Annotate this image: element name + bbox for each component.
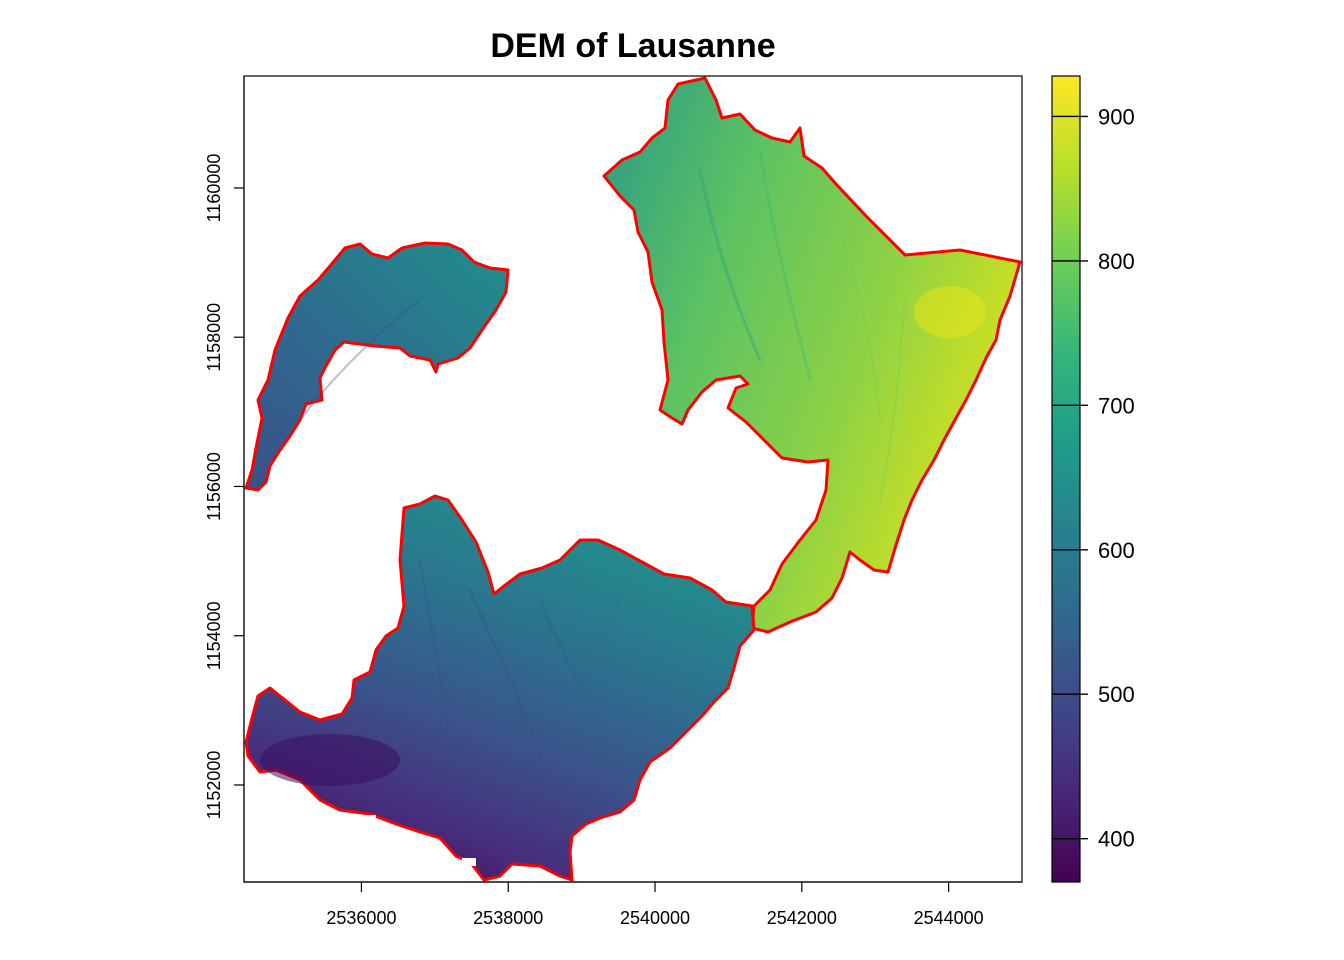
x-tick-label: 2536000 — [326, 908, 396, 928]
legend-tick-label: 700 — [1098, 393, 1135, 418]
terrain-valleys — [299, 148, 906, 762]
terrain-summit — [914, 286, 986, 338]
legend-tick-label: 600 — [1098, 538, 1135, 563]
legend-ticks: 400 500 600 700 800 900 — [1052, 104, 1135, 852]
legend-tick-label: 800 — [1098, 249, 1135, 274]
x-tick-label: 2542000 — [767, 908, 837, 928]
x-tick-label: 2538000 — [473, 908, 543, 928]
legend-tick-label: 900 — [1098, 104, 1135, 129]
y-axis: 1152000 1154000 1156000 1158000 1160000 — [204, 76, 245, 882]
data-gap-2 — [462, 858, 476, 866]
terrain-lowland — [260, 734, 400, 786]
dem-region-south — [244, 494, 756, 882]
x-axis: 2536000 2538000 2540000 2542000 2544000 — [244, 881, 1022, 928]
y-tick-label: 1158000 — [204, 303, 224, 372]
legend-tick-label: 400 — [1098, 827, 1135, 852]
plot-area — [244, 76, 1022, 882]
x-tick-label: 2540000 — [620, 908, 690, 928]
legend-colorbar — [1051, 75, 1081, 883]
y-tick-label: 1156000 — [204, 452, 224, 521]
x-tick-label: 2544000 — [914, 908, 984, 928]
data-gap — [360, 815, 376, 825]
color-legend: 400 500 600 700 800 900 — [1051, 75, 1135, 883]
y-tick-label: 1154000 — [204, 601, 224, 670]
map-title: DEM of Lausanne — [490, 27, 775, 65]
dem-region-northwest — [244, 241, 510, 492]
dem-region-northeast — [602, 76, 1022, 634]
y-tick-label: 1160000 — [204, 154, 224, 223]
legend-tick-label: 500 — [1098, 682, 1135, 707]
y-tick-label: 1152000 — [204, 751, 224, 820]
